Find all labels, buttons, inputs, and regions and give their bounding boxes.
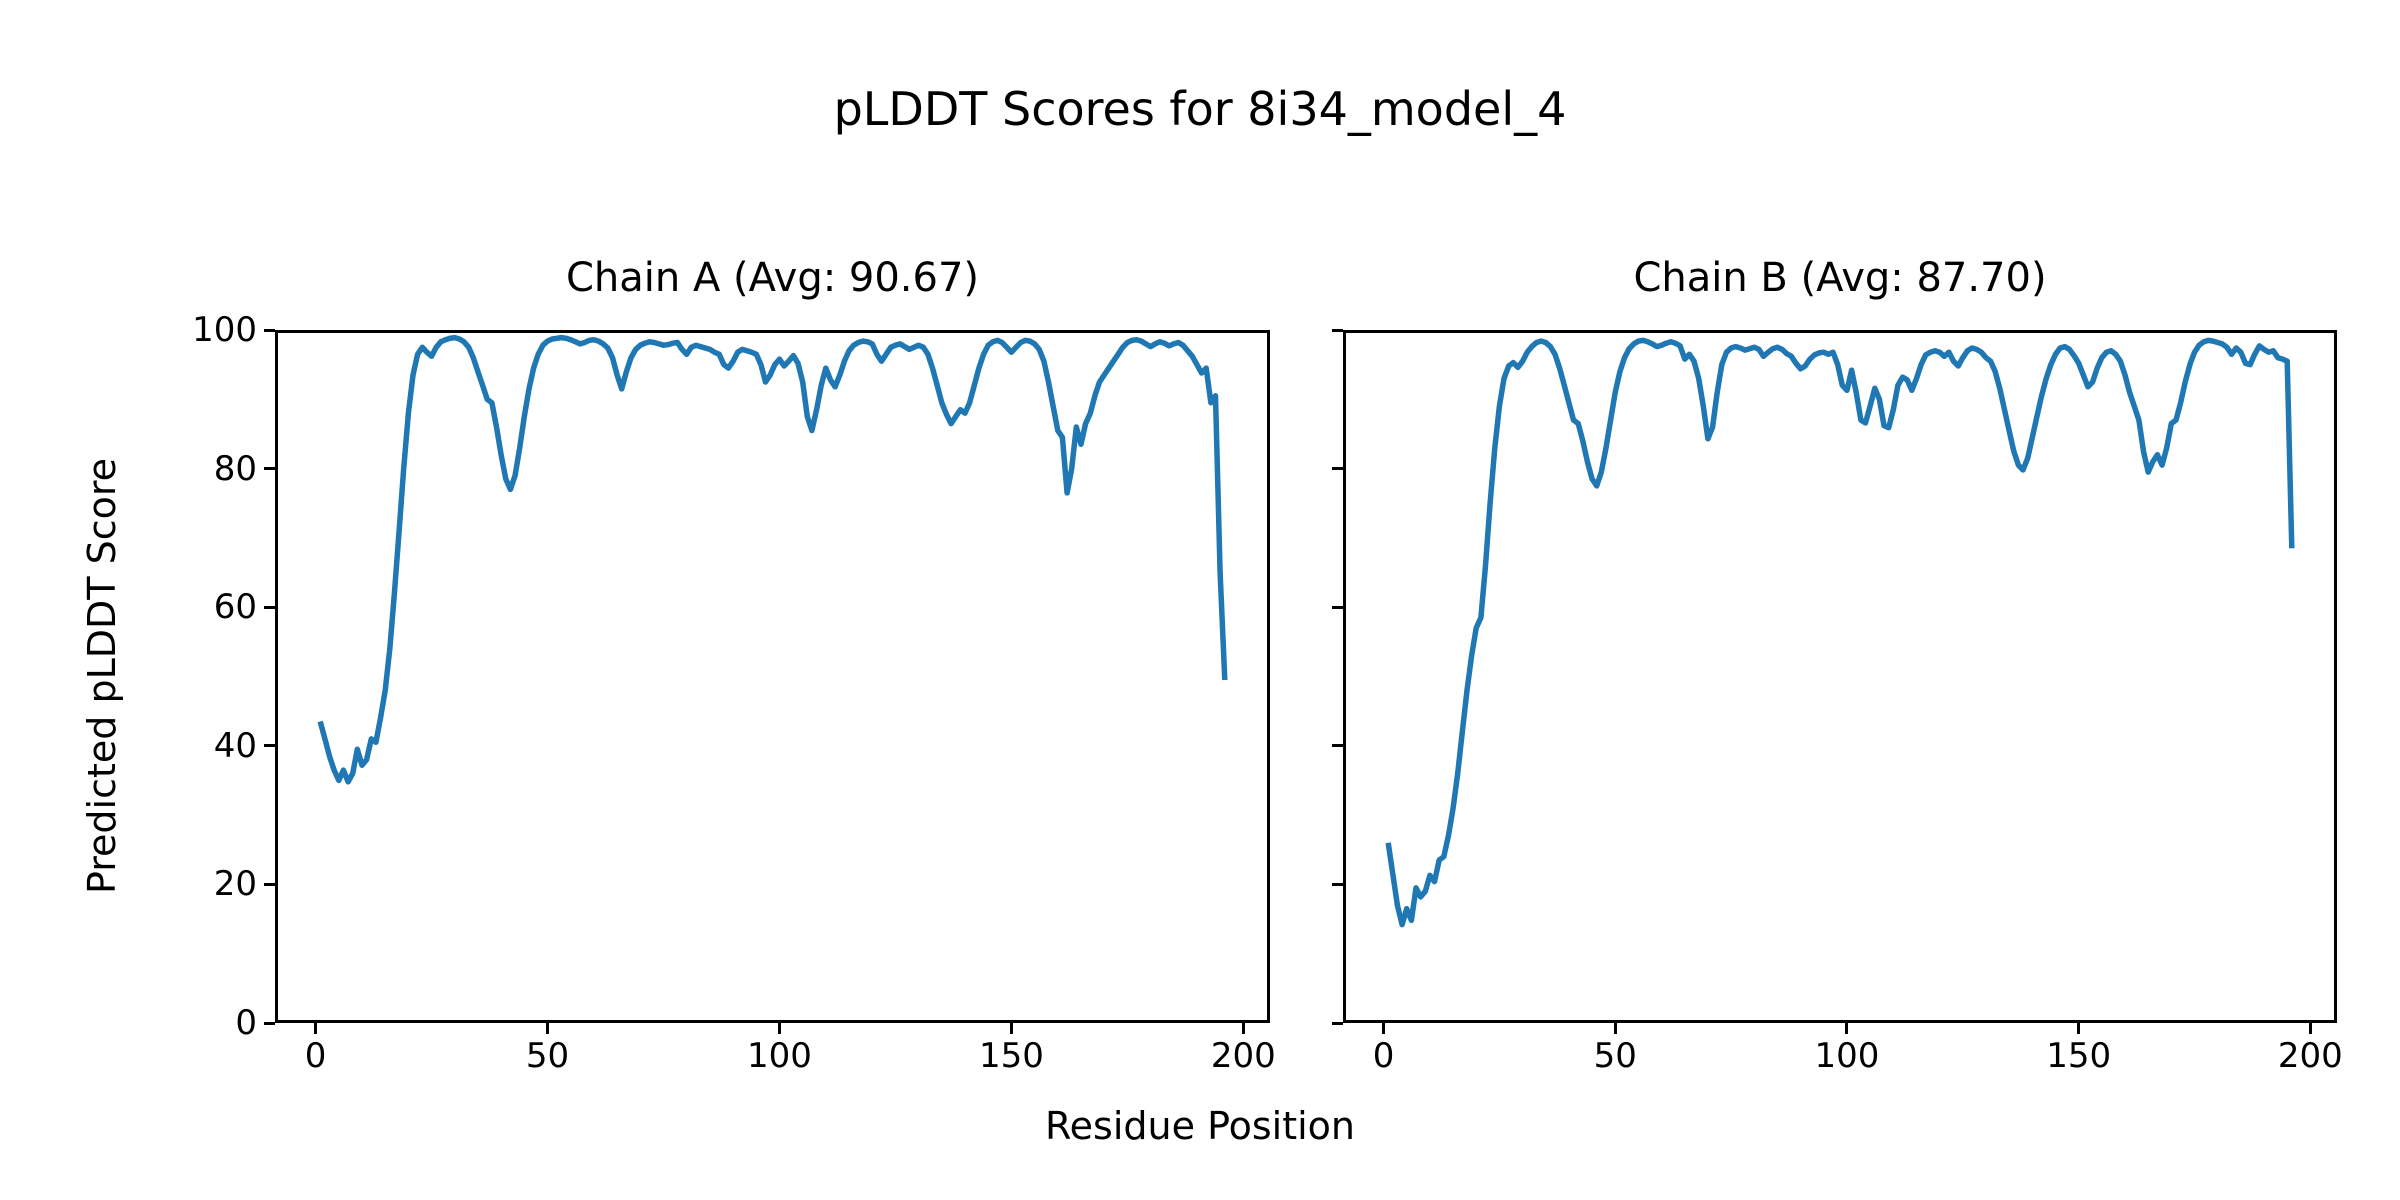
y-tick-mark: [1332, 605, 1343, 609]
x-tick-mark: [1009, 1023, 1013, 1034]
chain-a-plddt-line: [317, 334, 1228, 785]
chain-b-line-chart: [1385, 337, 2295, 928]
y-tick-label: 60: [213, 587, 257, 628]
x-tick-mark: [2077, 1023, 2081, 1034]
x-tick-mark: [2308, 1023, 2312, 1034]
x-tick-mark: [777, 1023, 781, 1034]
x-tick-label: 0: [1372, 1036, 1395, 1076]
chain-a-line-chart: [317, 334, 1228, 785]
chain-b-plot-title: Chain B (Avg: 87.70): [1633, 255, 2047, 301]
y-tick-mark: [1332, 1021, 1343, 1025]
y-tick-mark: [264, 882, 275, 886]
y-tick-label: 20: [213, 864, 257, 905]
y-tick-mark: [264, 1021, 275, 1025]
x-tick-mark: [1845, 1023, 1849, 1034]
y-tick-label: 80: [213, 448, 257, 489]
y-tick-mark: [1332, 328, 1343, 332]
chain-a-plot-area: 0 50 100 150 200 0 20 40 60 80 100: [192, 313, 1276, 1073]
x-tick-mark: [1382, 1023, 1386, 1034]
chain-a-plot-title: Chain A (Avg: 90.67): [565, 255, 980, 301]
x-tick-label: 50: [525, 1036, 570, 1076]
x-tick-label: 200: [1210, 1036, 1276, 1076]
x-tick-mark: [546, 1023, 550, 1034]
x-tick-label: 100: [747, 1036, 812, 1076]
x-tick-mark: [314, 1023, 318, 1034]
x-axis-label: Residue Position: [1044, 1104, 1356, 1148]
x-tick-label: 50: [1593, 1036, 1637, 1076]
x-tick-label: 150: [978, 1036, 1044, 1076]
y-tick-mark: [1332, 467, 1343, 471]
y-tick-label: 40: [213, 725, 257, 766]
x-tick-label: 200: [2277, 1036, 2343, 1076]
x-tick-label: 150: [2046, 1036, 2112, 1076]
y-tick-label: 100: [192, 310, 257, 350]
figure-title: pLDDT Scores for 8i34_model_4: [833, 82, 1567, 136]
y-tick-mark: [264, 467, 275, 471]
y-axis-label: Predicted pLDDT Score: [80, 458, 125, 894]
x-tick-label: 0: [304, 1036, 327, 1076]
chain-b-plddt-line: [1385, 337, 2295, 928]
y-tick-label: 0: [235, 1003, 257, 1043]
x-tick-mark: [1613, 1023, 1617, 1034]
y-tick-mark: [264, 328, 275, 332]
y-tick-mark: [264, 744, 275, 748]
y-tick-mark: [1332, 744, 1343, 748]
x-tick-label: 100: [1814, 1036, 1880, 1076]
chain-b-plot-area: 0 50 100 150 200: [1332, 328, 2343, 1073]
x-tick-mark: [1241, 1023, 1245, 1034]
y-tick-mark: [1332, 882, 1343, 886]
y-tick-mark: [264, 605, 275, 609]
